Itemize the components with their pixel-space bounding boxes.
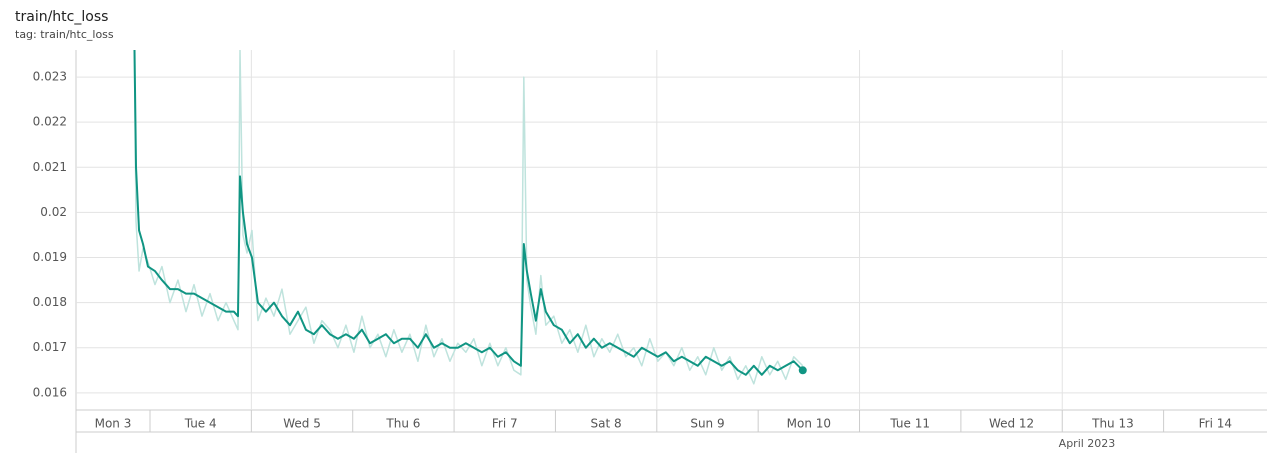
x-tick-label: Thu 13 bbox=[1091, 417, 1134, 431]
x-tick-label: Sat 8 bbox=[591, 417, 622, 431]
x-tick-label: Tue 4 bbox=[184, 417, 217, 431]
series-line bbox=[133, 50, 804, 376]
y-tick-label: 0.016 bbox=[33, 385, 67, 399]
x-period-label: April 2023 bbox=[1059, 437, 1116, 450]
x-tick-label: Mon 3 bbox=[95, 417, 132, 431]
chart-subtitle: tag: train/htc_loss bbox=[15, 28, 114, 41]
plot-area bbox=[76, 50, 1267, 410]
y-tick-label: 0.022 bbox=[33, 115, 67, 129]
x-tick-label: Wed 12 bbox=[989, 417, 1034, 431]
y-tick-label: 0.023 bbox=[33, 70, 67, 84]
x-tick-label: Fri 7 bbox=[492, 417, 518, 431]
x-tick-label: Wed 5 bbox=[283, 417, 321, 431]
chart-title: train/htc_loss bbox=[15, 9, 108, 25]
end-point bbox=[798, 366, 807, 375]
y-tick-label: 0.017 bbox=[33, 340, 67, 354]
x-tick-label: Mon 10 bbox=[787, 417, 831, 431]
x-tick-label: Thu 6 bbox=[385, 417, 420, 431]
y-tick-label: 0.02 bbox=[40, 205, 67, 219]
x-tick-label: Tue 11 bbox=[889, 417, 930, 431]
y-tick-label: 0.018 bbox=[33, 295, 67, 309]
series-line bbox=[133, 50, 804, 385]
x-tick-label: Sun 9 bbox=[690, 417, 724, 431]
y-tick-label: 0.019 bbox=[33, 250, 67, 264]
y-tick-label: 0.021 bbox=[33, 160, 67, 174]
x-tick-label: Fri 14 bbox=[1199, 417, 1232, 431]
